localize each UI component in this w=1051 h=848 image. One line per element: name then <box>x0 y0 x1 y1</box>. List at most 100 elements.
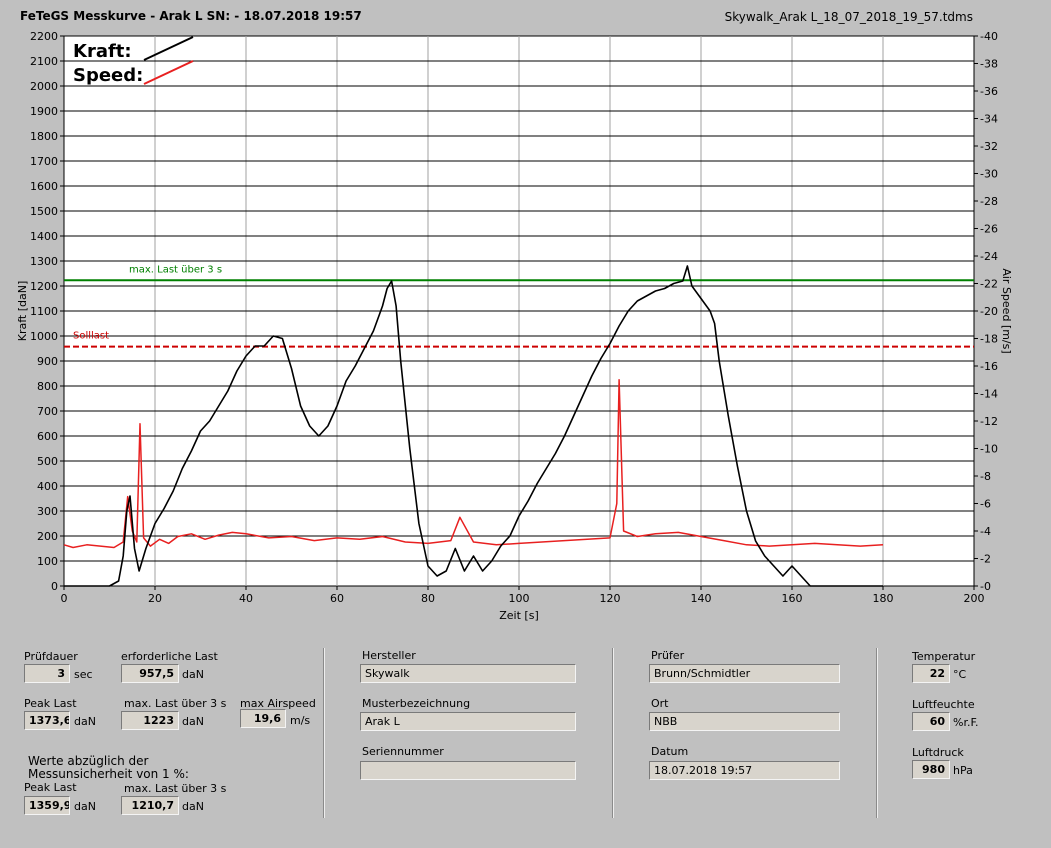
peak-last-label: Peak Last <box>24 697 77 710</box>
legend-kraft-label: Kraft: <box>73 41 132 62</box>
pruefer-field[interactable]: Brunn/Schmidtler <box>649 664 840 683</box>
temperatur-value: 22 <box>912 664 950 683</box>
max-last-unit: daN <box>182 715 204 728</box>
y-right-tick-label: -6 <box>980 498 991 511</box>
legend-kraft-swatch <box>143 36 194 61</box>
luftdruck-unit: hPa <box>953 764 973 777</box>
luftfeuchte-unit: %r.F. <box>953 716 979 729</box>
x-tick-label: 160 <box>782 592 803 605</box>
pruefdauer-label: Prüfdauer <box>24 650 78 663</box>
y-left-tick-label: 2000 <box>30 80 58 93</box>
reference-line-label: max. Last über 3 s <box>129 264 222 275</box>
series-line-kraft <box>64 265 883 587</box>
window-title: FeTeGS Messkurve - Arak L SN: - 18.07.20… <box>20 9 362 23</box>
axis-ticks: 0 20 40 60 80 100 120 140 160 180 2000100200300400… <box>30 30 998 605</box>
y-left-tick-label: 1500 <box>30 205 58 218</box>
y-right-tick-label: -38 <box>980 58 998 71</box>
max-airspeed-unit: m/s <box>290 714 311 727</box>
y-left-tick-label: 2100 <box>30 55 58 68</box>
ort-label: Ort <box>651 697 669 710</box>
y-right-tick-label: -24 <box>980 250 998 263</box>
musterbezeichnung-field[interactable]: Arak L <box>360 712 576 731</box>
x-tick-label: 0 <box>61 592 68 605</box>
y-right-tick-label: -40 <box>980 30 998 43</box>
panel-separator <box>323 648 324 818</box>
luftdruck-value: 980 <box>912 760 950 779</box>
file-name: Skywalk_Arak L_18_07_2018_19_57.tdms <box>724 10 973 24</box>
y-left-tick-label: 1700 <box>30 155 58 168</box>
y-left-tick-label: 1200 <box>30 280 58 293</box>
y-left-tick-label: 400 <box>37 480 58 493</box>
hersteller-label: Hersteller <box>362 649 416 662</box>
pruefdauer-value: 3 <box>24 664 70 683</box>
chart-legend: Kraft: Speed: <box>73 36 194 86</box>
data-series <box>63 265 884 587</box>
datum-label: Datum <box>651 745 689 758</box>
y-left-tick-label: 900 <box>37 355 58 368</box>
y-right-tick-label: -18 <box>980 333 998 346</box>
legend-speed-label: Speed: <box>73 65 143 86</box>
y-right-tick-label: -10 <box>980 443 998 456</box>
y-left-tick-label: 700 <box>37 405 58 418</box>
y-left-tick-label: 300 <box>37 505 58 518</box>
y-right-tick-label: -34 <box>980 113 998 126</box>
peak-last-adjusted-value: 1359,9 <box>24 796 70 815</box>
x-tick-label: 180 <box>873 592 894 605</box>
y-right-tick-label: -36 <box>980 85 998 98</box>
x-tick-label: 200 <box>964 592 985 605</box>
x-tick-label: 140 <box>691 592 712 605</box>
y-right-tick-label: -8 <box>980 470 991 483</box>
y-right-tick-label: -2 <box>980 553 991 566</box>
y-right-tick-label: -0 <box>980 580 991 593</box>
peak-last-unit: daN <box>74 715 96 728</box>
y-left-tick-label: 2200 <box>30 30 58 43</box>
seriennummer-label: Seriennummer <box>362 745 444 758</box>
x-tick-label: 20 <box>148 592 162 605</box>
y-right-tick-label: -14 <box>980 388 998 401</box>
y-right-tick-label: -28 <box>980 195 998 208</box>
luftfeuchte-label: Luftfeuchte <box>912 698 975 711</box>
luftfeuchte-value: 60 <box>912 712 950 731</box>
erforderliche-last-value: 957,5 <box>121 664 179 683</box>
temperatur-label: Temperatur <box>912 650 976 663</box>
x-tick-label: 60 <box>330 592 344 605</box>
y-right-tick-label: -16 <box>980 360 998 373</box>
reference-lines: max. Last über 3 s Solllast <box>64 264 974 348</box>
reference-line-label: Solllast <box>73 331 109 342</box>
y-left-tick-label: 1000 <box>30 330 58 343</box>
y-right-tick-label: -32 <box>980 140 998 153</box>
max-last-adjusted-unit: daN <box>182 800 204 813</box>
x-tick-label: 120 <box>600 592 621 605</box>
pruefer-label: Prüfer <box>651 649 685 662</box>
series-line-speed <box>63 379 884 549</box>
y-left-tick-label: 500 <box>37 455 58 468</box>
y-left-tick-label: 1800 <box>30 130 58 143</box>
panel-separator <box>876 648 877 818</box>
x-tick-label: 80 <box>421 592 435 605</box>
werte-note-line1: Werte abzüglich der <box>28 754 149 768</box>
seriennummer-field[interactable] <box>360 761 576 780</box>
temperatur-unit: °C <box>953 668 967 681</box>
y-left-tick-label: 1600 <box>30 180 58 193</box>
ort-field[interactable]: NBB <box>649 712 840 731</box>
hersteller-field[interactable]: Skywalk <box>360 664 576 683</box>
y-axis-label-left: Kraft [daN] <box>16 281 29 342</box>
y-right-tick-label: -12 <box>980 415 998 428</box>
y-left-tick-label: 1400 <box>30 230 58 243</box>
werte-note-line2: Messunsicherheit von 1 %: <box>28 767 189 781</box>
max-last-value: 1223 <box>121 711 179 730</box>
y-left-tick-label: 600 <box>37 430 58 443</box>
y-right-tick-label: -26 <box>980 223 998 236</box>
peak-last-adjusted-label: Peak Last <box>24 781 77 794</box>
y-left-tick-label: 1300 <box>30 255 58 268</box>
y-left-tick-label: 1100 <box>30 305 58 318</box>
y-left-tick-label: 800 <box>37 380 58 393</box>
max-airspeed-label: max Airspeed <box>240 697 316 710</box>
measurement-chart: 0 20 40 60 80 100 120 140 160 180 2000100200300400… <box>16 30 1013 622</box>
legend-speed-swatch <box>143 60 194 85</box>
y-right-tick-label: -4 <box>980 525 991 538</box>
x-axis-label: Zeit [s] <box>499 609 538 622</box>
y-left-tick-label: 200 <box>37 530 58 543</box>
datum-field[interactable]: 18.07.2018 19:57 <box>649 761 840 780</box>
erforderliche-last-label: erforderliche Last <box>121 650 218 663</box>
